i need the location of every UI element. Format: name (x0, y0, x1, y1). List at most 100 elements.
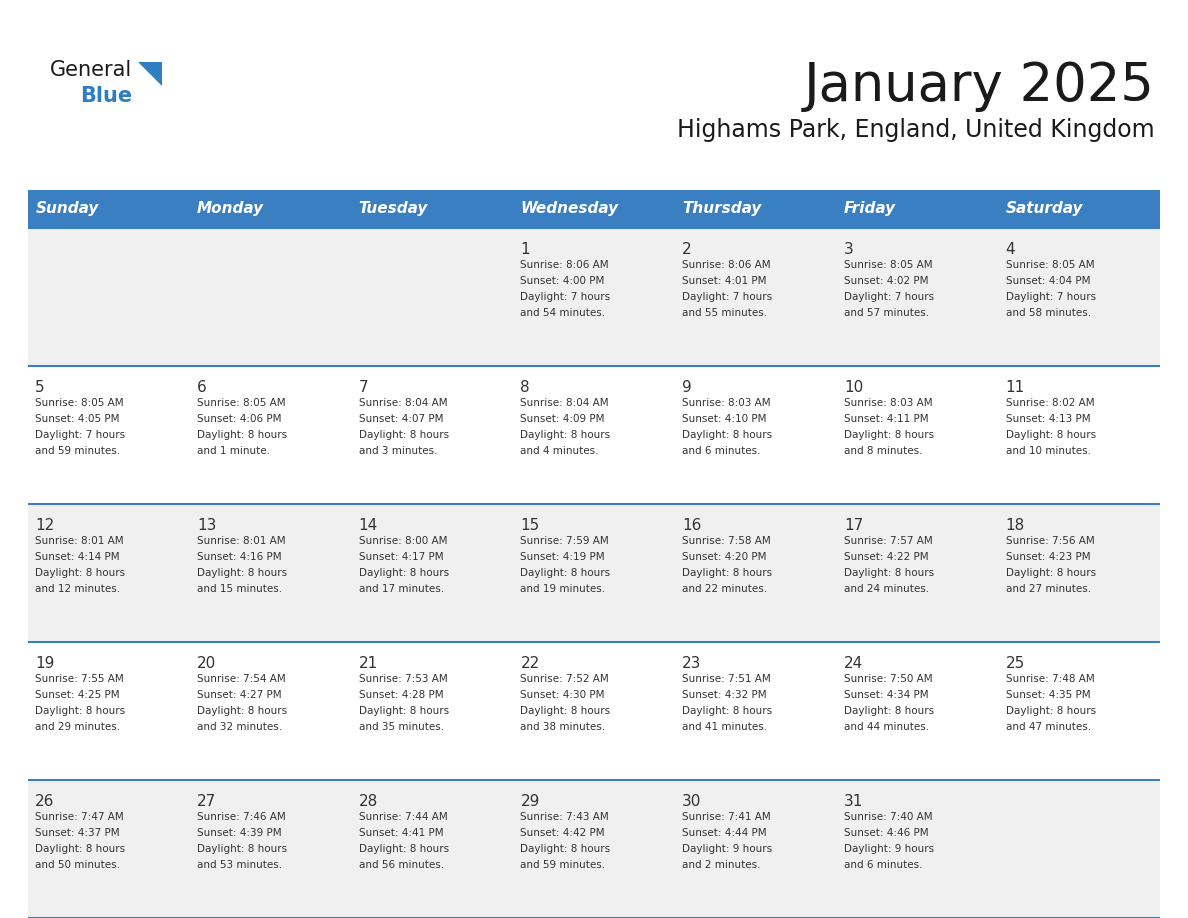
Text: Sunrise: 7:41 AM: Sunrise: 7:41 AM (682, 812, 771, 822)
Text: Blue: Blue (80, 86, 132, 106)
Text: Saturday: Saturday (1005, 201, 1083, 217)
Text: Sunrise: 8:05 AM: Sunrise: 8:05 AM (1005, 260, 1094, 270)
Text: Daylight: 9 hours: Daylight: 9 hours (843, 844, 934, 854)
Bar (29, 642, 1159, 780)
Text: and 6 minutes.: and 6 minutes. (682, 446, 760, 456)
Text: Sunrise: 8:06 AM: Sunrise: 8:06 AM (520, 260, 609, 270)
Text: Sunrise: 7:50 AM: Sunrise: 7:50 AM (843, 674, 933, 684)
Text: and 35 minutes.: and 35 minutes. (359, 722, 444, 732)
Text: Sunset: 4:13 PM: Sunset: 4:13 PM (1005, 414, 1091, 424)
Text: Sunrise: 7:51 AM: Sunrise: 7:51 AM (682, 674, 771, 684)
Text: Daylight: 7 hours: Daylight: 7 hours (843, 292, 934, 302)
Text: Sunset: 4:07 PM: Sunset: 4:07 PM (359, 414, 443, 424)
Text: 2: 2 (682, 242, 691, 257)
Text: and 17 minutes.: and 17 minutes. (359, 584, 444, 594)
Text: Daylight: 8 hours: Daylight: 8 hours (359, 430, 449, 440)
Text: Daylight: 8 hours: Daylight: 8 hours (359, 706, 449, 716)
Bar (998, 190, 1159, 228)
Text: Sunset: 4:30 PM: Sunset: 4:30 PM (520, 690, 605, 700)
Text: and 47 minutes.: and 47 minutes. (1005, 722, 1091, 732)
Text: Daylight: 8 hours: Daylight: 8 hours (359, 568, 449, 578)
Text: 5: 5 (36, 380, 45, 395)
Text: Daylight: 8 hours: Daylight: 8 hours (682, 706, 772, 716)
Text: 31: 31 (843, 794, 864, 809)
Text: Sunrise: 8:05 AM: Sunrise: 8:05 AM (843, 260, 933, 270)
Text: Daylight: 8 hours: Daylight: 8 hours (359, 844, 449, 854)
Text: Daylight: 7 hours: Daylight: 7 hours (520, 292, 611, 302)
Text: Daylight: 8 hours: Daylight: 8 hours (197, 706, 287, 716)
Text: 6: 6 (197, 380, 207, 395)
Text: Sunrise: 7:44 AM: Sunrise: 7:44 AM (359, 812, 448, 822)
Text: Sunset: 4:00 PM: Sunset: 4:00 PM (520, 276, 605, 286)
Text: Sunset: 4:44 PM: Sunset: 4:44 PM (682, 828, 766, 838)
Text: and 53 minutes.: and 53 minutes. (197, 860, 282, 870)
Text: 25: 25 (1005, 656, 1025, 671)
Text: Daylight: 8 hours: Daylight: 8 hours (520, 568, 611, 578)
Text: Sunset: 4:04 PM: Sunset: 4:04 PM (1005, 276, 1091, 286)
Text: Wednesday: Wednesday (520, 201, 619, 217)
Text: 13: 13 (197, 518, 216, 533)
Text: Friday: Friday (843, 201, 896, 217)
Text: Sunset: 4:16 PM: Sunset: 4:16 PM (197, 552, 282, 562)
Text: Sunset: 4:01 PM: Sunset: 4:01 PM (682, 276, 766, 286)
Text: Sunday: Sunday (36, 201, 99, 217)
Text: Daylight: 8 hours: Daylight: 8 hours (520, 844, 611, 854)
Bar (836, 190, 998, 228)
Text: 29: 29 (520, 794, 539, 809)
Text: Sunset: 4:19 PM: Sunset: 4:19 PM (520, 552, 605, 562)
Text: and 12 minutes.: and 12 minutes. (36, 584, 120, 594)
Text: and 50 minutes.: and 50 minutes. (36, 860, 120, 870)
Text: 23: 23 (682, 656, 701, 671)
Text: and 19 minutes.: and 19 minutes. (520, 584, 606, 594)
Text: General: General (50, 60, 132, 80)
Text: Sunset: 4:35 PM: Sunset: 4:35 PM (1005, 690, 1091, 700)
Text: Sunset: 4:06 PM: Sunset: 4:06 PM (197, 414, 282, 424)
Text: Sunrise: 7:47 AM: Sunrise: 7:47 AM (36, 812, 124, 822)
Text: Daylight: 9 hours: Daylight: 9 hours (682, 844, 772, 854)
Text: Sunset: 4:46 PM: Sunset: 4:46 PM (843, 828, 929, 838)
Text: and 56 minutes.: and 56 minutes. (359, 860, 444, 870)
Text: Sunset: 4:37 PM: Sunset: 4:37 PM (36, 828, 120, 838)
Text: Daylight: 8 hours: Daylight: 8 hours (682, 568, 772, 578)
Text: Sunrise: 7:48 AM: Sunrise: 7:48 AM (1005, 674, 1094, 684)
Text: Daylight: 8 hours: Daylight: 8 hours (843, 430, 934, 440)
Text: Monday: Monday (197, 201, 264, 217)
Text: 22: 22 (520, 656, 539, 671)
Polygon shape (138, 62, 162, 86)
Text: and 59 minutes.: and 59 minutes. (520, 860, 606, 870)
Text: and 6 minutes.: and 6 minutes. (843, 860, 922, 870)
Text: Sunset: 4:28 PM: Sunset: 4:28 PM (359, 690, 443, 700)
Bar (29, 228, 1159, 366)
Text: Sunrise: 7:57 AM: Sunrise: 7:57 AM (843, 536, 933, 546)
Text: Daylight: 7 hours: Daylight: 7 hours (36, 430, 126, 440)
Text: Daylight: 8 hours: Daylight: 8 hours (843, 706, 934, 716)
Text: 7: 7 (359, 380, 368, 395)
Text: Sunrise: 8:06 AM: Sunrise: 8:06 AM (682, 260, 771, 270)
Text: Daylight: 8 hours: Daylight: 8 hours (197, 430, 287, 440)
Text: and 3 minutes.: and 3 minutes. (359, 446, 437, 456)
Text: and 1 minute.: and 1 minute. (197, 446, 270, 456)
Text: and 57 minutes.: and 57 minutes. (843, 308, 929, 318)
Text: and 41 minutes.: and 41 minutes. (682, 722, 767, 732)
Text: Sunset: 4:22 PM: Sunset: 4:22 PM (843, 552, 929, 562)
Text: Daylight: 8 hours: Daylight: 8 hours (197, 844, 287, 854)
Text: Sunrise: 7:54 AM: Sunrise: 7:54 AM (197, 674, 286, 684)
Text: Sunrise: 7:43 AM: Sunrise: 7:43 AM (520, 812, 609, 822)
Text: Sunrise: 7:58 AM: Sunrise: 7:58 AM (682, 536, 771, 546)
Text: Sunrise: 8:04 AM: Sunrise: 8:04 AM (520, 398, 609, 408)
Bar (352, 190, 513, 228)
Text: Sunset: 4:14 PM: Sunset: 4:14 PM (36, 552, 120, 562)
Text: and 44 minutes.: and 44 minutes. (843, 722, 929, 732)
Text: 9: 9 (682, 380, 691, 395)
Text: Sunrise: 7:55 AM: Sunrise: 7:55 AM (36, 674, 124, 684)
Text: Sunrise: 8:05 AM: Sunrise: 8:05 AM (36, 398, 124, 408)
Text: 14: 14 (359, 518, 378, 533)
Text: Daylight: 8 hours: Daylight: 8 hours (197, 568, 287, 578)
Bar (675, 190, 836, 228)
Text: 11: 11 (1005, 380, 1025, 395)
Text: 24: 24 (843, 656, 864, 671)
Text: Sunrise: 8:04 AM: Sunrise: 8:04 AM (359, 398, 448, 408)
Text: Sunrise: 8:05 AM: Sunrise: 8:05 AM (197, 398, 285, 408)
Text: and 58 minutes.: and 58 minutes. (1005, 308, 1091, 318)
Text: and 59 minutes.: and 59 minutes. (36, 446, 120, 456)
